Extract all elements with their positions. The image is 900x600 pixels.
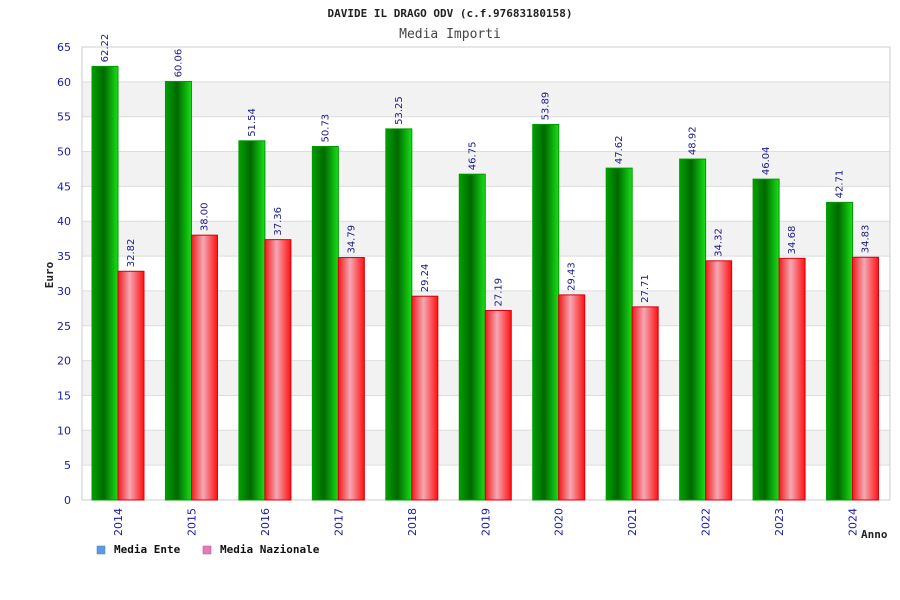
bar-media-nazionale-2018: [411, 295, 439, 501]
y-tick-label: 30: [57, 285, 71, 298]
bar-media-ente-2024: [826, 201, 854, 501]
y-tick-label: 40: [57, 215, 71, 228]
bar-media-nazionale-2019: [484, 310, 512, 501]
bar-media-nazionale-2014: [117, 270, 145, 501]
y-axis-ticks: 0 5 10 15 20 25 30 35 40 45 50 55 60 65: [57, 41, 71, 507]
y-tick-label: 10: [57, 424, 71, 437]
x-tick-label-2018: 2018: [406, 508, 419, 536]
y-axis-label: Euro: [43, 261, 56, 288]
y-tick-label: 15: [57, 389, 71, 402]
y-tick-label: 50: [57, 146, 71, 159]
data-label-media-ente-2016: 51.54: [247, 108, 258, 137]
y-tick-label: 55: [57, 111, 71, 124]
y-tick-label: 0: [64, 494, 71, 507]
data-label-media-ente-2019: 46.75: [467, 142, 478, 171]
bar-media-ente-2023: [752, 178, 780, 501]
y-tick-label: 20: [57, 355, 71, 368]
x-tick-label-2019: 2019: [479, 508, 492, 536]
x-tick-label-2022: 2022: [700, 508, 713, 536]
bar-media-nazionale-2023: [778, 257, 806, 501]
data-label-media-nazionale-2023: 34.68: [787, 226, 798, 255]
data-label-media-ente-2020: 53.89: [541, 92, 552, 121]
bar-media-ente-2020: [532, 123, 560, 501]
data-labels: 62.22 32.82 60.06 38.00 51.54 37.36 50.73 34.79…: [100, 34, 872, 307]
data-label-media-nazionale-2017: 34.79: [346, 225, 357, 254]
data-label-media-ente-2022: 48.92: [688, 126, 699, 155]
x-tick-label-2014: 2014: [112, 508, 125, 536]
bar-media-ente-2014: [91, 65, 119, 501]
grid-band: [82, 47, 890, 82]
y-tick-label: 25: [57, 320, 71, 333]
x-tick-label-2015: 2015: [185, 508, 198, 536]
y-tick-label: 35: [57, 250, 71, 263]
x-axis-label: Anno: [861, 528, 888, 541]
chart-title: DAVIDE IL DRAGO ODV (c.f.97683180158): [327, 7, 572, 20]
data-label-media-nazionale-2018: 29.24: [420, 264, 431, 293]
legend: Media Ente Media Nazionale: [96, 543, 320, 556]
legend-swatch-media-ente: [96, 545, 106, 555]
bar-media-ente-2016: [238, 140, 266, 501]
data-label-media-nazionale-2014: 32.82: [126, 239, 137, 268]
x-tick-label-2016: 2016: [259, 508, 272, 536]
bar-media-ente-2018: [385, 128, 413, 501]
data-label-media-nazionale-2024: 34.83: [861, 225, 872, 254]
data-label-media-ente-2024: 42.71: [835, 170, 846, 199]
x-tick-label-2023: 2023: [773, 508, 786, 536]
data-label-media-nazionale-2021: 27.71: [640, 274, 651, 303]
x-tick-label-2017: 2017: [332, 508, 345, 536]
bar-media-nazionale-2016: [264, 239, 292, 501]
data-label-media-nazionale-2022: 34.32: [714, 228, 725, 257]
y-tick-label: 5: [64, 459, 71, 472]
x-tick-label-2020: 2020: [553, 508, 566, 536]
bar-media-nazionale-2021: [631, 306, 659, 501]
bar-media-ente-2019: [458, 173, 486, 501]
chart-subtitle: Media Importi: [399, 27, 501, 42]
data-label-media-ente-2017: 50.73: [320, 114, 331, 143]
legend-label-media-ente: Media Ente: [114, 543, 181, 556]
x-tick-label-2021: 2021: [626, 508, 639, 536]
bar-media-nazionale-2022: [705, 260, 733, 501]
bar-media-nazionale-2020: [558, 294, 586, 501]
bar-media-ente-2022: [679, 158, 707, 501]
bar-media-nazionale-2024: [852, 256, 880, 501]
grid-band: [82, 81, 890, 117]
bars: [91, 65, 880, 501]
data-label-media-nazionale-2015: 38.00: [199, 203, 210, 232]
bar-media-ente-2015: [164, 80, 192, 501]
data-label-media-nazionale-2016: 37.36: [273, 207, 284, 236]
bar-media-ente-2017: [311, 145, 339, 501]
x-tick-label-2024: 2024: [847, 508, 860, 536]
legend-label-media-nazionale: Media Nazionale: [220, 543, 320, 556]
y-tick-label: 65: [57, 41, 71, 54]
x-axis-ticks: 2014 2015 2016 2017 2018 2019 2020 2021 2022 2023…: [112, 508, 860, 536]
data-label-media-nazionale-2020: 29.43: [567, 262, 578, 291]
bar-media-nazionale-2017: [337, 257, 365, 501]
data-label-media-ente-2018: 53.25: [394, 96, 405, 125]
grid-band: [82, 116, 890, 152]
bar-media-nazionale-2015: [190, 234, 218, 501]
y-tick-label: 45: [57, 180, 71, 193]
legend-swatch-media-nazionale: [202, 545, 212, 555]
bar-media-ente-2021: [605, 167, 633, 501]
data-label-media-ente-2015: 60.06: [173, 49, 184, 78]
data-label-media-ente-2014: 62.22: [100, 34, 111, 63]
y-tick-label: 60: [57, 76, 71, 89]
data-label-media-ente-2021: 47.62: [614, 135, 625, 164]
data-label-media-ente-2023: 46.04: [761, 146, 772, 175]
data-label-media-nazionale-2019: 27.19: [493, 278, 504, 307]
